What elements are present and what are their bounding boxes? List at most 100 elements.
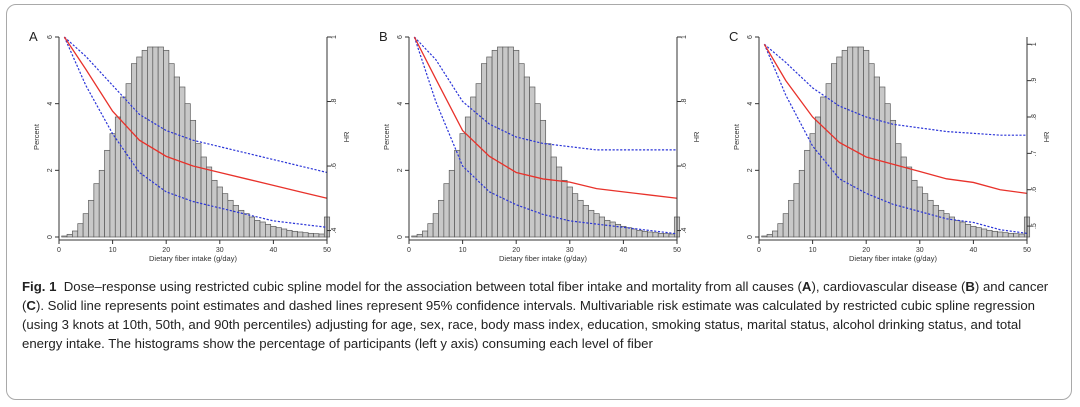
panel-a-bar-47 [307,232,314,238]
panel-b-bar-15 [486,56,493,238]
panel-b-bar-35 [593,213,600,238]
panel-b-bar-9 [454,149,461,238]
panel-a-x-tick-label: 40 [270,247,278,254]
panel-c-point-estimate-line [763,43,1028,195]
panel-a-bar-8 [98,169,105,238]
panel-c-bar-27 [900,156,907,238]
panel-b-hr-tick-label: .6 [681,163,688,169]
panel-a-bar-19 [157,46,164,238]
panel-a-bar-39 [265,223,272,238]
panel-a-y-tick-label: 4 [47,102,54,106]
panel-b-y-tick-label: 0 [397,235,404,239]
panel-b-bar-31 [572,193,579,238]
panel-a-bar-13 [125,83,132,238]
panel-c-bar-34 [938,209,945,238]
panel-b-bar-29 [561,179,568,238]
panel-b-bar-13 [475,83,482,238]
panel-b-bar-5 [432,213,439,238]
panel-a-x-axis-title: Dietary fiber intake (g/day) [149,254,237,263]
panel-c-y-tick-label: 6 [747,35,754,39]
panel-a-bar-45 [297,231,304,238]
panel-b-bar-7 [443,183,450,238]
panel-a-bar-10 [109,133,116,238]
panel-a-x-tick-label: 20 [162,247,170,254]
panel-c-x-axis-title: Dietary fiber intake (g/day) [849,254,937,263]
panel-a-bar-2 [66,233,73,238]
panel-b-y-tick-label: 4 [397,102,404,106]
panel-b-hr-axis-title: HR [692,131,701,142]
panel-a-bar-30 [216,186,223,238]
panel-b-bar-32 [577,199,584,238]
panel-b-bar-19 [507,46,514,238]
panel-b-bar-6 [438,199,445,238]
panel-c-bar-43 [986,229,993,238]
panel-c-bar-42 [981,228,988,238]
panel-a-y-tick-label: 2 [47,168,54,172]
figure-panels: 0 10 20 30 40 50 0 2 4 6.4.6.8 1 Dietary fiber inta… [7,5,1073,275]
panel-c-hr-tick-label: .8 [1031,114,1038,120]
panel-c-hr-tick-label: .6 [1031,187,1038,193]
panel-b-x-tick-label: 20 [512,247,520,254]
caption-text-1: Dose–response using restricted cubic spl… [63,279,802,294]
panel-b-bar-24 [534,103,541,238]
panel-b-bar-37 [604,219,611,238]
panel-c-bar-26 [895,143,902,238]
panel-a-bar-24 [184,103,191,238]
panel-a-bar-17 [147,46,154,238]
panel-c-y-tick-label: 2 [747,168,754,172]
panel-c-bar-11 [814,116,821,238]
panel-a-bar-5 [82,213,89,238]
caption-text-3: ) and cancer ( [22,279,1049,313]
panel-b-y-tick-label: 2 [397,168,404,172]
panel-b-bar-36 [598,216,605,238]
panel-b-hr-tick-label: 1 [681,35,688,39]
panel-b-ci-lower-line [413,36,678,235]
caption-text-2: ), cardiovascular disease ( [811,279,966,294]
panel-c-bar-25 [889,119,897,238]
caption-letter-a: A [801,279,812,294]
panel-a-bar-46 [302,232,309,238]
panel-a-hr-axis-title: HR [342,131,351,142]
panel-b-bar-3 [422,230,429,238]
panel-b-bar-20 [513,49,520,238]
panel-b-bar-48 [663,233,670,238]
panel-b-bar-26 [545,143,552,238]
panel-b-x-tick-label: 0 [407,247,411,254]
panel-a-bar-33 [232,204,239,238]
panel-c-bar-14 [831,63,838,238]
panel-a-y-tick-label: 6 [47,35,54,39]
panel-c-x-tick-label: 0 [757,247,761,254]
panel-c-bar-28 [906,166,913,238]
panel-c-hr-tick-label: .9 [1031,78,1038,84]
panel-b-x-axis-title: Dietary fiber intake (g/day) [499,254,587,263]
panel-b-bar-28 [556,166,563,238]
panel-b-bar-16 [491,49,498,238]
panel-a-bar-44 [291,230,298,238]
panel-c-bar-31 [922,193,929,238]
panel-c-hr-tick-label: .5 [1031,223,1038,229]
panel-a-bar-35 [243,213,250,238]
panel-b-bar-33 [582,204,589,238]
panel-a-bar-37 [254,219,261,238]
panel-c-bar-24 [884,103,891,238]
panel-c-y-tick-label: 0 [747,235,754,239]
panel-a-x-tick-label: 30 [216,247,224,254]
panel-b-bar-1 [411,235,418,238]
panel-c-bar-44 [991,230,998,238]
panel-b-x-tick-label: 30 [566,247,574,254]
panel-c-bar-33 [932,204,939,238]
panel-b-bar-42 [631,228,638,238]
caption-letter-c: C [26,298,36,313]
panel-c-bar-22 [873,76,880,238]
panel-b-ci-upper-line [413,36,677,151]
panel-b-bar-38 [609,221,616,238]
panel-b-y-tick-label: 6 [397,35,404,39]
panel-c-bar-40 [970,225,977,238]
panel-b-bar-30 [566,186,573,238]
panel-a-bar-11 [114,116,121,238]
panel-a-bar-9 [104,149,111,238]
panel-c-bar-13 [825,83,832,238]
panel-b-bar-18 [502,46,509,238]
panel-a-bar-26 [195,143,202,238]
